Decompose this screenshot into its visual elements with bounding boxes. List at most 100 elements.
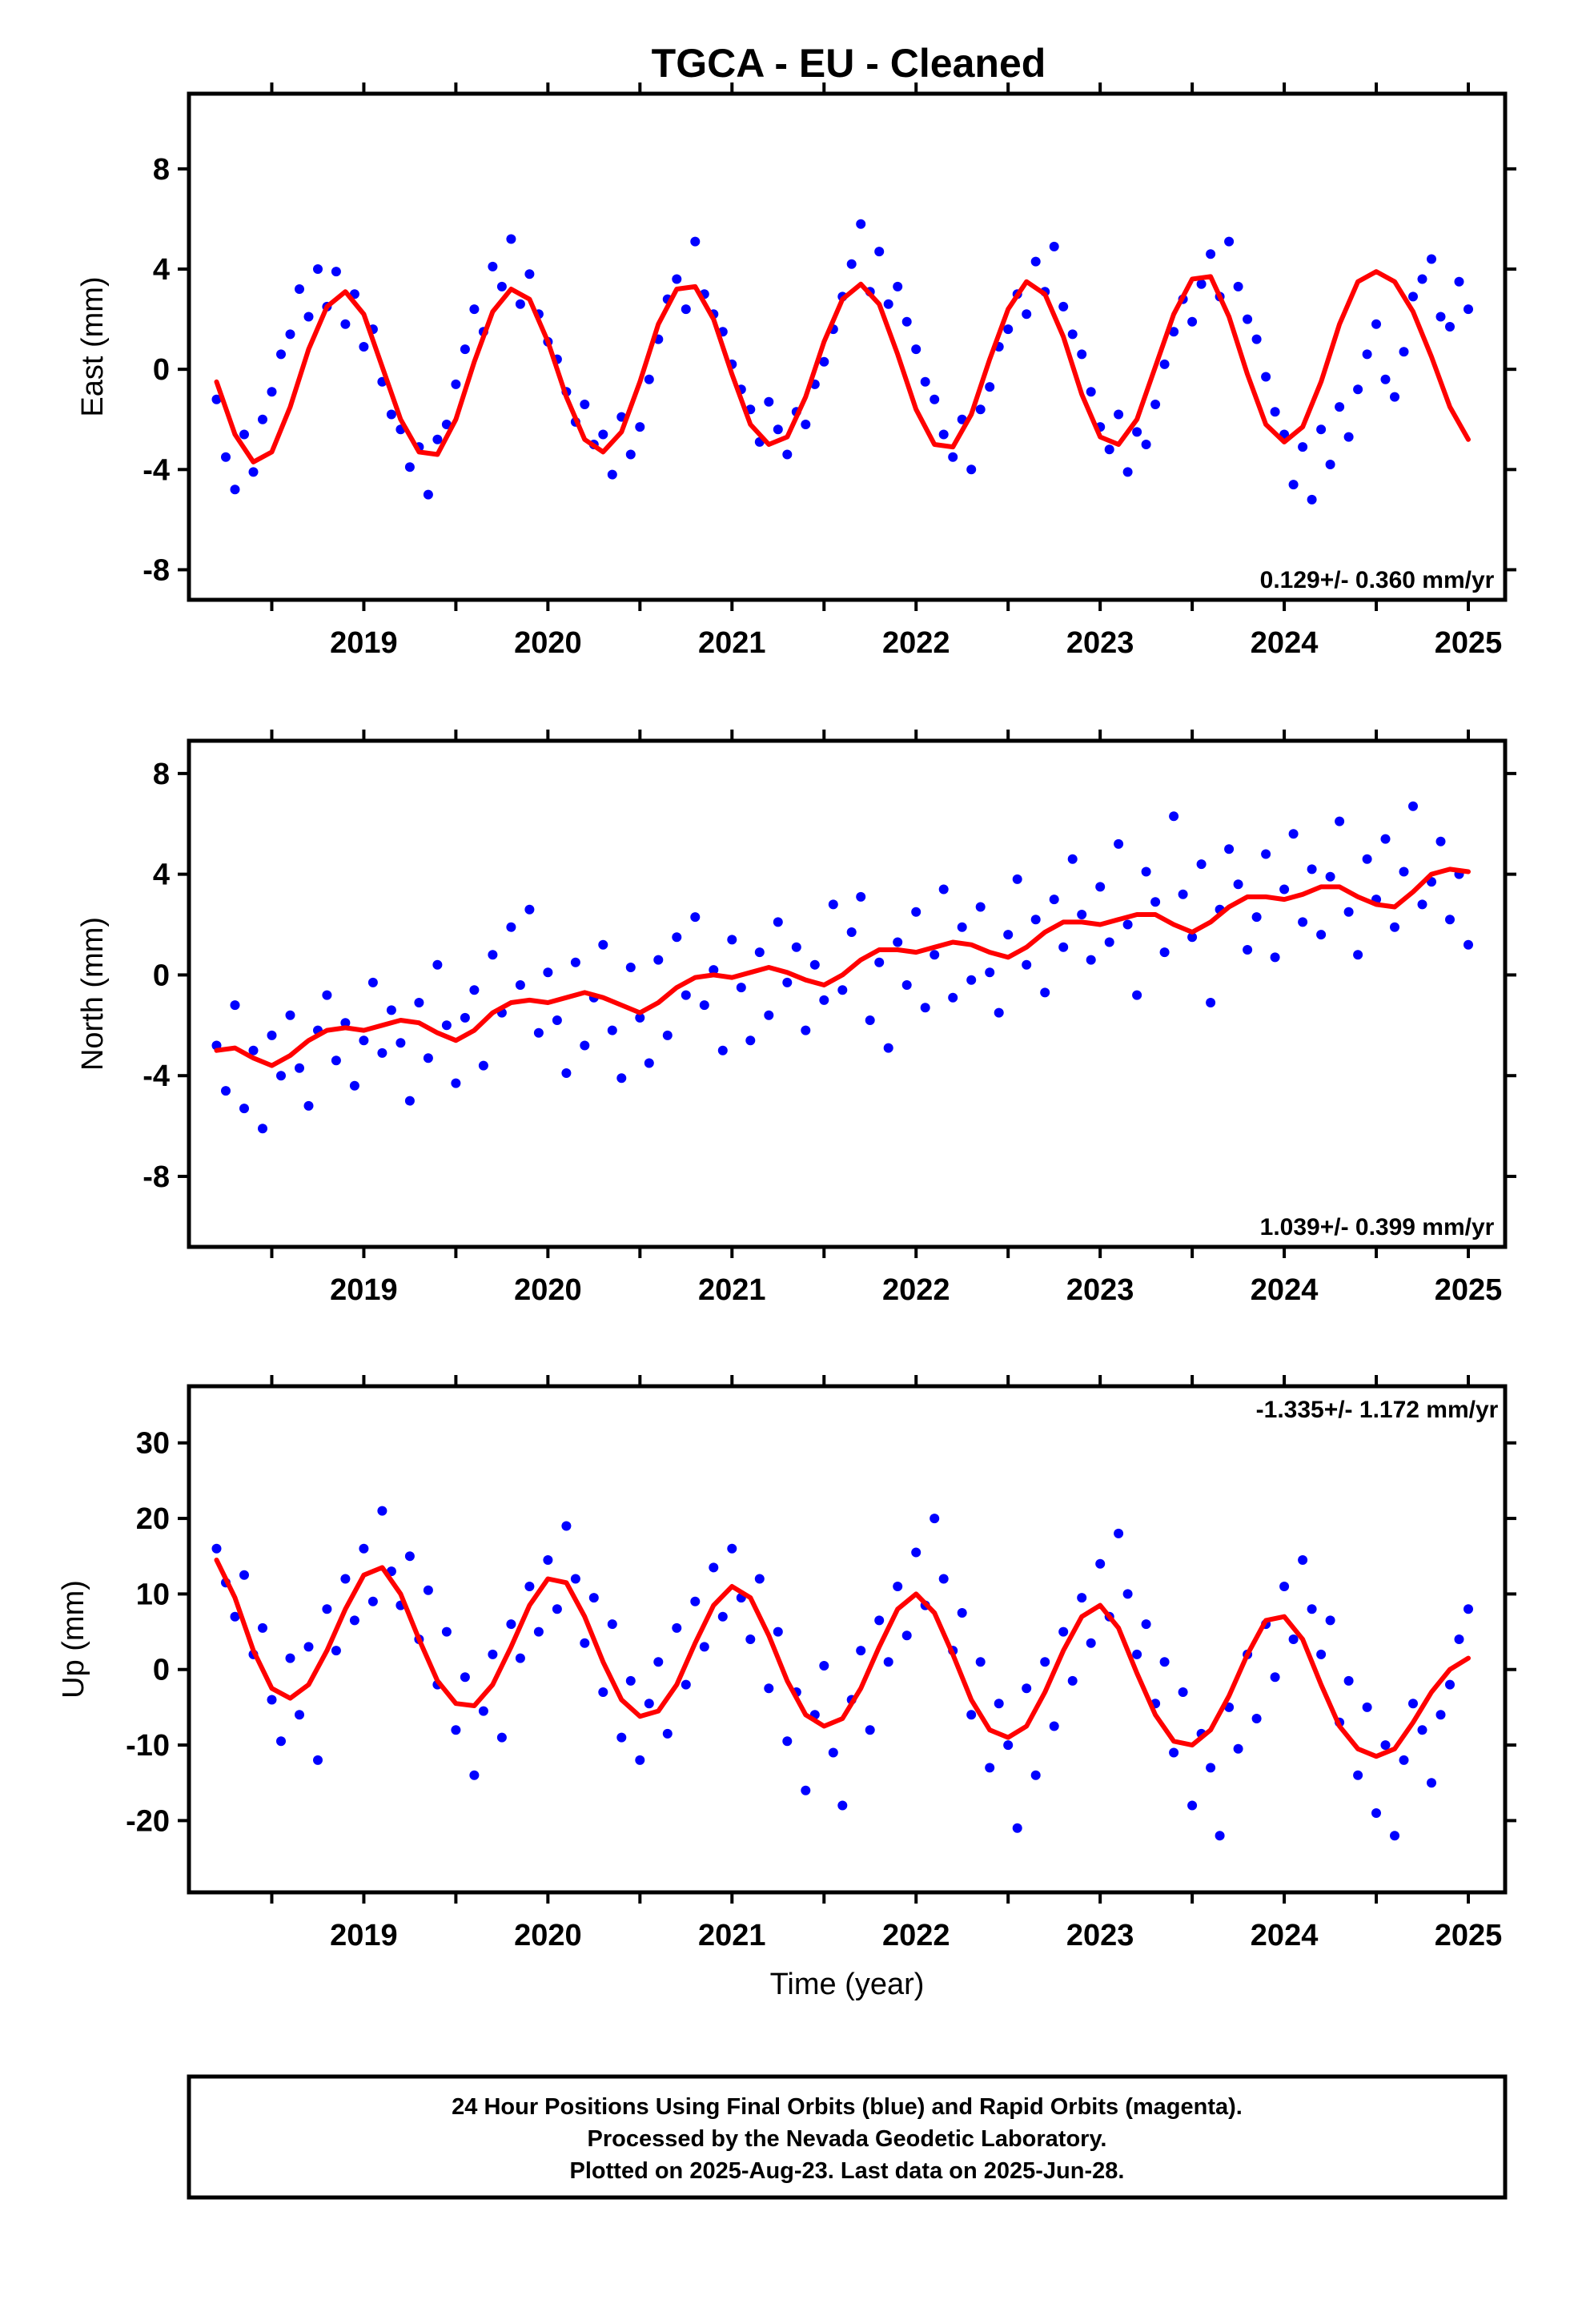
north-data-point [221,1086,231,1096]
up-data-point [681,1679,691,1690]
north-data-point [1270,952,1280,963]
up-data-point [588,1593,599,1603]
up-data-point [1086,1638,1096,1648]
north-data-point [248,1045,259,1055]
up-data-point [616,1732,627,1743]
north-data-point [1316,930,1327,940]
up-data-point [1095,1558,1106,1569]
north-y-tick-label: 4 [153,858,170,892]
east-data-point [782,449,793,460]
east-fit-line [214,269,1471,464]
north-data-point [791,942,801,952]
north-data-point [911,907,921,917]
north-data-point [1251,912,1262,923]
north-data-point [930,950,940,960]
east-y-tick-label: -4 [143,453,170,487]
footer-line-1: 24 Hour Positions Using Final Orbits (bl… [452,2094,1243,2120]
north-data-point [276,1071,286,1081]
north-data-point [303,1100,314,1111]
east-data-point [331,267,341,277]
up-data-point [1399,1755,1409,1765]
north-data-point [1022,959,1032,970]
footer-frame [187,2074,1508,2200]
north-data-point [377,1047,387,1058]
north-data-point [1233,879,1243,890]
north-data-point [1114,838,1124,849]
north-data-point [1288,829,1299,839]
north-data-point [1435,836,1446,846]
up-rate-label: -1.335+/- 1.172 mm/yr [1256,1397,1499,1423]
up-data-point [975,1657,986,1667]
up-data-point [690,1596,701,1606]
up-data-point [1390,1831,1399,1841]
up-data-point [1362,1702,1372,1712]
north-data-point [966,975,977,985]
north-data-point [901,980,912,990]
north-data-point [994,1007,1004,1018]
up-data-point [672,1622,682,1633]
up-data-point [322,1604,332,1614]
north-data-point [699,1000,709,1011]
up-y-tick-label: -20 [126,1804,170,1838]
up-data-point [1454,1634,1464,1644]
north-data-point [754,947,765,958]
east-data-point [1261,372,1271,382]
up-data-point [653,1657,664,1667]
east-data-point [267,387,277,397]
up-data-point [488,1649,498,1659]
north-data-point [938,884,949,895]
east-x-tick-label: 2021 [698,626,766,660]
north-data-point [883,1043,893,1053]
north-data-point [1224,844,1235,854]
east-x-tick-label: 2025 [1435,626,1503,660]
east-data-point [1049,241,1059,251]
east-data-point [239,429,249,440]
x-axis-label: Time (year) [770,1968,925,2001]
up-data-point [1169,1747,1179,1758]
north-rate-label: 1.039+/- 0.399 mm/yr [1260,1214,1495,1240]
north-data-point [331,1055,341,1066]
east-data-point [386,409,396,420]
up-data-point [985,1763,995,1773]
up-data-point [469,1770,480,1780]
east-y-tick-label: 0 [153,353,170,387]
east-data-point [506,234,516,244]
east-data-point [1104,444,1114,455]
east-data-point [488,261,498,271]
up-data-point [1279,1582,1290,1591]
east-panel: East (mm) 0.129+/- 0.360 mm/yr 8 4 0 -4 -8 2… [76,82,1516,660]
up-data-point [1141,1619,1151,1630]
east-data-point [1196,279,1207,289]
up-data-point [893,1582,903,1591]
north-data-point [1178,889,1188,899]
up-data-point [727,1543,737,1554]
north-data-point [1445,915,1455,925]
up-data-point [607,1619,617,1630]
east-data-point [258,414,267,424]
east-data-point [1371,319,1381,329]
east-data-point [1022,309,1032,320]
up-data-point [625,1675,636,1686]
north-data-point [340,1018,351,1028]
up-data-point [598,1687,608,1697]
east-data-point [230,485,240,495]
north-panel: North (mm) 1.039+/- 0.399 mm/yr 840-4-8 … [76,730,1516,1307]
east-data-point [681,304,691,315]
north-data-point [451,1078,461,1088]
north-data-point [635,1012,645,1023]
up-data-point [295,1710,304,1720]
up-data-point [1417,1725,1427,1735]
east-data-point [1288,480,1299,490]
east-x-tick-label: 2020 [514,626,582,660]
east-data-point [404,462,415,472]
east-rate-label: 0.129+/- 0.360 mm/yr [1260,567,1495,593]
east-data-point [930,394,940,404]
east-data-point [1169,327,1179,337]
up-data-point [1251,1714,1262,1723]
up-data-point [1316,1649,1327,1659]
north-data-point [1390,922,1399,932]
up-data-point [782,1736,793,1747]
north-plot-frame [187,738,1508,1249]
north-data-point [598,939,608,950]
